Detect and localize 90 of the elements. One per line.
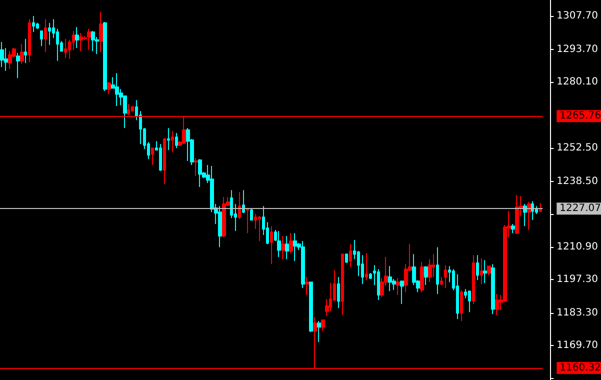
candlestick [0, 42, 4, 68]
candlestick [40, 30, 43, 47]
candlestick [64, 38, 67, 59]
candlestick [75, 26, 79, 49]
candlestick [218, 206, 222, 248]
candlestick [79, 32, 83, 52]
candlestick [480, 258, 483, 284]
candlestick [222, 196, 226, 238]
candlestick [305, 276, 309, 296]
candlestick [527, 202, 531, 231]
y-tick-label: 1210.90 [556, 242, 598, 253]
candlestick [91, 30, 95, 52]
y-tick-label: 1293.70 [556, 44, 598, 55]
candlestick [285, 235, 289, 260]
candlestick [472, 254, 475, 305]
candlestick [460, 290, 463, 322]
y-tick-label: 1197.30 [556, 274, 598, 286]
candlestick [99, 11, 103, 53]
candlestick [281, 235, 285, 260]
candlestick [171, 130, 174, 153]
candlestick [468, 290, 471, 313]
candlestick [194, 158, 198, 177]
candlestick [487, 266, 491, 276]
candlestick [32, 16, 35, 33]
candlestick [198, 158, 202, 188]
candlestick [28, 18, 31, 63]
candlestick [250, 208, 253, 220]
ref-line-label: 1227.07 [560, 203, 601, 214]
candlestick [476, 254, 479, 281]
ref-line-label: 1160.32 [560, 362, 601, 374]
candlestick [539, 202, 542, 213]
candlestick [103, 21, 107, 92]
candlestick [131, 106, 134, 112]
candlestick [337, 276, 340, 309]
candlestick [420, 262, 424, 293]
candlestick [159, 144, 162, 172]
candlestick [369, 272, 372, 280]
candlestick [361, 254, 364, 284]
candlestick [424, 266, 428, 286]
ref-line-label: 1265.76 [560, 110, 601, 122]
candlestick [436, 246, 439, 295]
candlestick [309, 282, 313, 332]
candlestick [515, 194, 519, 235]
candlestick [495, 294, 499, 316]
candlestick [24, 38, 27, 64]
candlestick [107, 81, 111, 95]
candlestick [440, 276, 443, 286]
candlestick [242, 190, 245, 214]
candlestick [20, 43, 24, 65]
candlestick [301, 240, 305, 289]
candlestick [388, 266, 392, 292]
candlestick [277, 230, 281, 258]
candlestick [258, 216, 261, 242]
candlestick [8, 50, 12, 70]
candlestick [321, 320, 325, 332]
candlestick [365, 252, 368, 281]
candlestick [270, 226, 273, 265]
candlestick [341, 254, 344, 316]
y-tick-label: 1307.70 [556, 10, 598, 22]
candlestick [349, 244, 352, 268]
candlestick [115, 72, 119, 107]
candlestick [167, 128, 170, 150]
candlestick [523, 203, 527, 227]
candlestick [432, 254, 435, 278]
candlestick [491, 264, 495, 315]
candlestick [48, 22, 51, 46]
candlestick [175, 132, 178, 149]
candlestick [345, 254, 348, 264]
candlestick [87, 28, 91, 50]
candlestick [151, 148, 154, 166]
candlestick [317, 320, 321, 343]
candlestick [511, 224, 515, 234]
candlestick [444, 264, 447, 289]
candlestick [293, 232, 297, 262]
y-tick-label: 1280.10 [556, 76, 598, 88]
candlestick [238, 192, 241, 220]
y-tick-label: 1238.50 [556, 176, 598, 187]
candlestick [44, 18, 47, 53]
candlestick [16, 52, 20, 79]
candlestick [289, 232, 293, 254]
candlestick [246, 208, 249, 234]
candlestick [400, 280, 404, 305]
candlestick [186, 128, 190, 162]
candlestick [396, 278, 400, 296]
candlestick [483, 260, 487, 284]
y-tick-label: 1252.50 [556, 142, 598, 154]
candlestick [377, 268, 380, 300]
y-tick-label: 1169.70 [556, 340, 598, 352]
y-tick-label: 1183.30 [556, 308, 598, 319]
candlestick [163, 138, 166, 185]
